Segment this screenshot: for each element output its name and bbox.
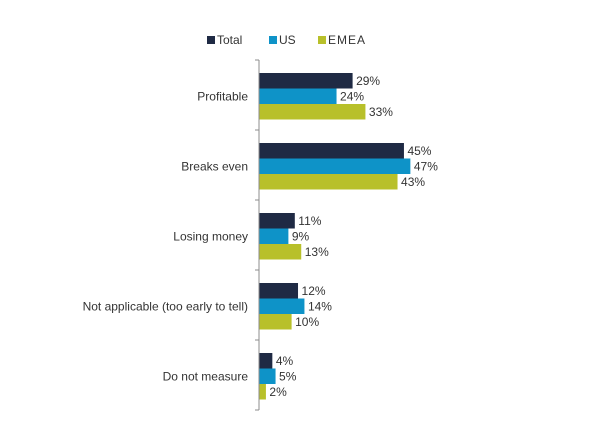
bar-total-losing-money <box>259 213 295 229</box>
legend-swatch-emea <box>318 36 326 44</box>
data-label-total-losing-money: 11% <box>298 214 321 228</box>
category-label-losing-money: Losing money <box>173 229 248 243</box>
bar-us-breaks-even <box>259 158 411 174</box>
legend: Total US EMEA <box>207 33 366 47</box>
data-label-emea-losing-money: 13% <box>305 245 329 259</box>
legend-swatch-us <box>269 36 277 44</box>
data-labels: 29%24% 33% 45%47% 43% 11%9% 13% 12%14% 10% 4%5% 2… <box>269 74 438 399</box>
data-label-us-do-not-measure: 5% <box>279 369 297 383</box>
category-label-breaks-even: Breaks even <box>181 159 248 173</box>
bar-total-not-applicable-too-early-to-tell <box>259 283 299 299</box>
bar-us-not-applicable-too-early-to-tell <box>259 298 305 314</box>
bar-total-do-not-measure <box>259 353 273 369</box>
legend-label-emea: EMEA <box>328 33 366 47</box>
bar-us-losing-money <box>259 228 289 244</box>
data-label-total-do-not-measure: 4% <box>276 354 294 368</box>
category-labels: Profitable Breaks even Losing money Not app… <box>83 89 249 383</box>
data-label-us-not-applicable-too-early-to-tell: 14% <box>308 299 332 313</box>
data-label-emea-breaks-even: 43% <box>401 175 425 189</box>
bar-total-profitable <box>259 73 353 89</box>
bar-us-profitable <box>259 88 337 104</box>
legend-item-us: US <box>269 33 296 47</box>
bar-emea-profitable <box>259 104 366 120</box>
data-label-us-profitable: 24% <box>340 89 364 103</box>
category-label-not-applicable-too-early-to-tell: Not applicable (too early to tell) <box>83 299 248 313</box>
data-label-emea-do-not-measure: 2% <box>269 385 287 399</box>
data-label-emea-profitable: 33% <box>369 105 393 119</box>
bar-us-do-not-measure <box>259 368 276 384</box>
data-label-total-not-applicable-too-early-to-tell: 12% <box>302 284 326 298</box>
legend-label-us: US <box>279 33 296 47</box>
data-label-us-breaks-even: 47% <box>414 159 438 173</box>
bar-emea-do-not-measure <box>259 384 266 400</box>
legend-item-emea: EMEA <box>318 33 366 47</box>
data-label-emea-not-applicable-too-early-to-tell: 10% <box>295 315 319 329</box>
legend-label-total: Total <box>217 33 242 47</box>
category-label-do-not-measure: Do not measure <box>163 369 249 383</box>
legend-item-total: Total <box>207 33 242 47</box>
category-label-profitable: Profitable <box>197 89 248 103</box>
legend-swatch-total <box>207 36 215 44</box>
axis-ticks <box>255 59 259 411</box>
bar-total-breaks-even <box>259 143 404 159</box>
data-label-total-profitable: 29% <box>356 74 380 88</box>
bar-emea-not-applicable-too-early-to-tell <box>259 314 292 330</box>
data-label-us-losing-money: 9% <box>292 229 310 243</box>
bars <box>259 73 411 400</box>
bar-emea-breaks-even <box>259 174 398 190</box>
data-label-total-breaks-even: 45% <box>407 144 431 158</box>
bar-emea-losing-money <box>259 244 302 260</box>
